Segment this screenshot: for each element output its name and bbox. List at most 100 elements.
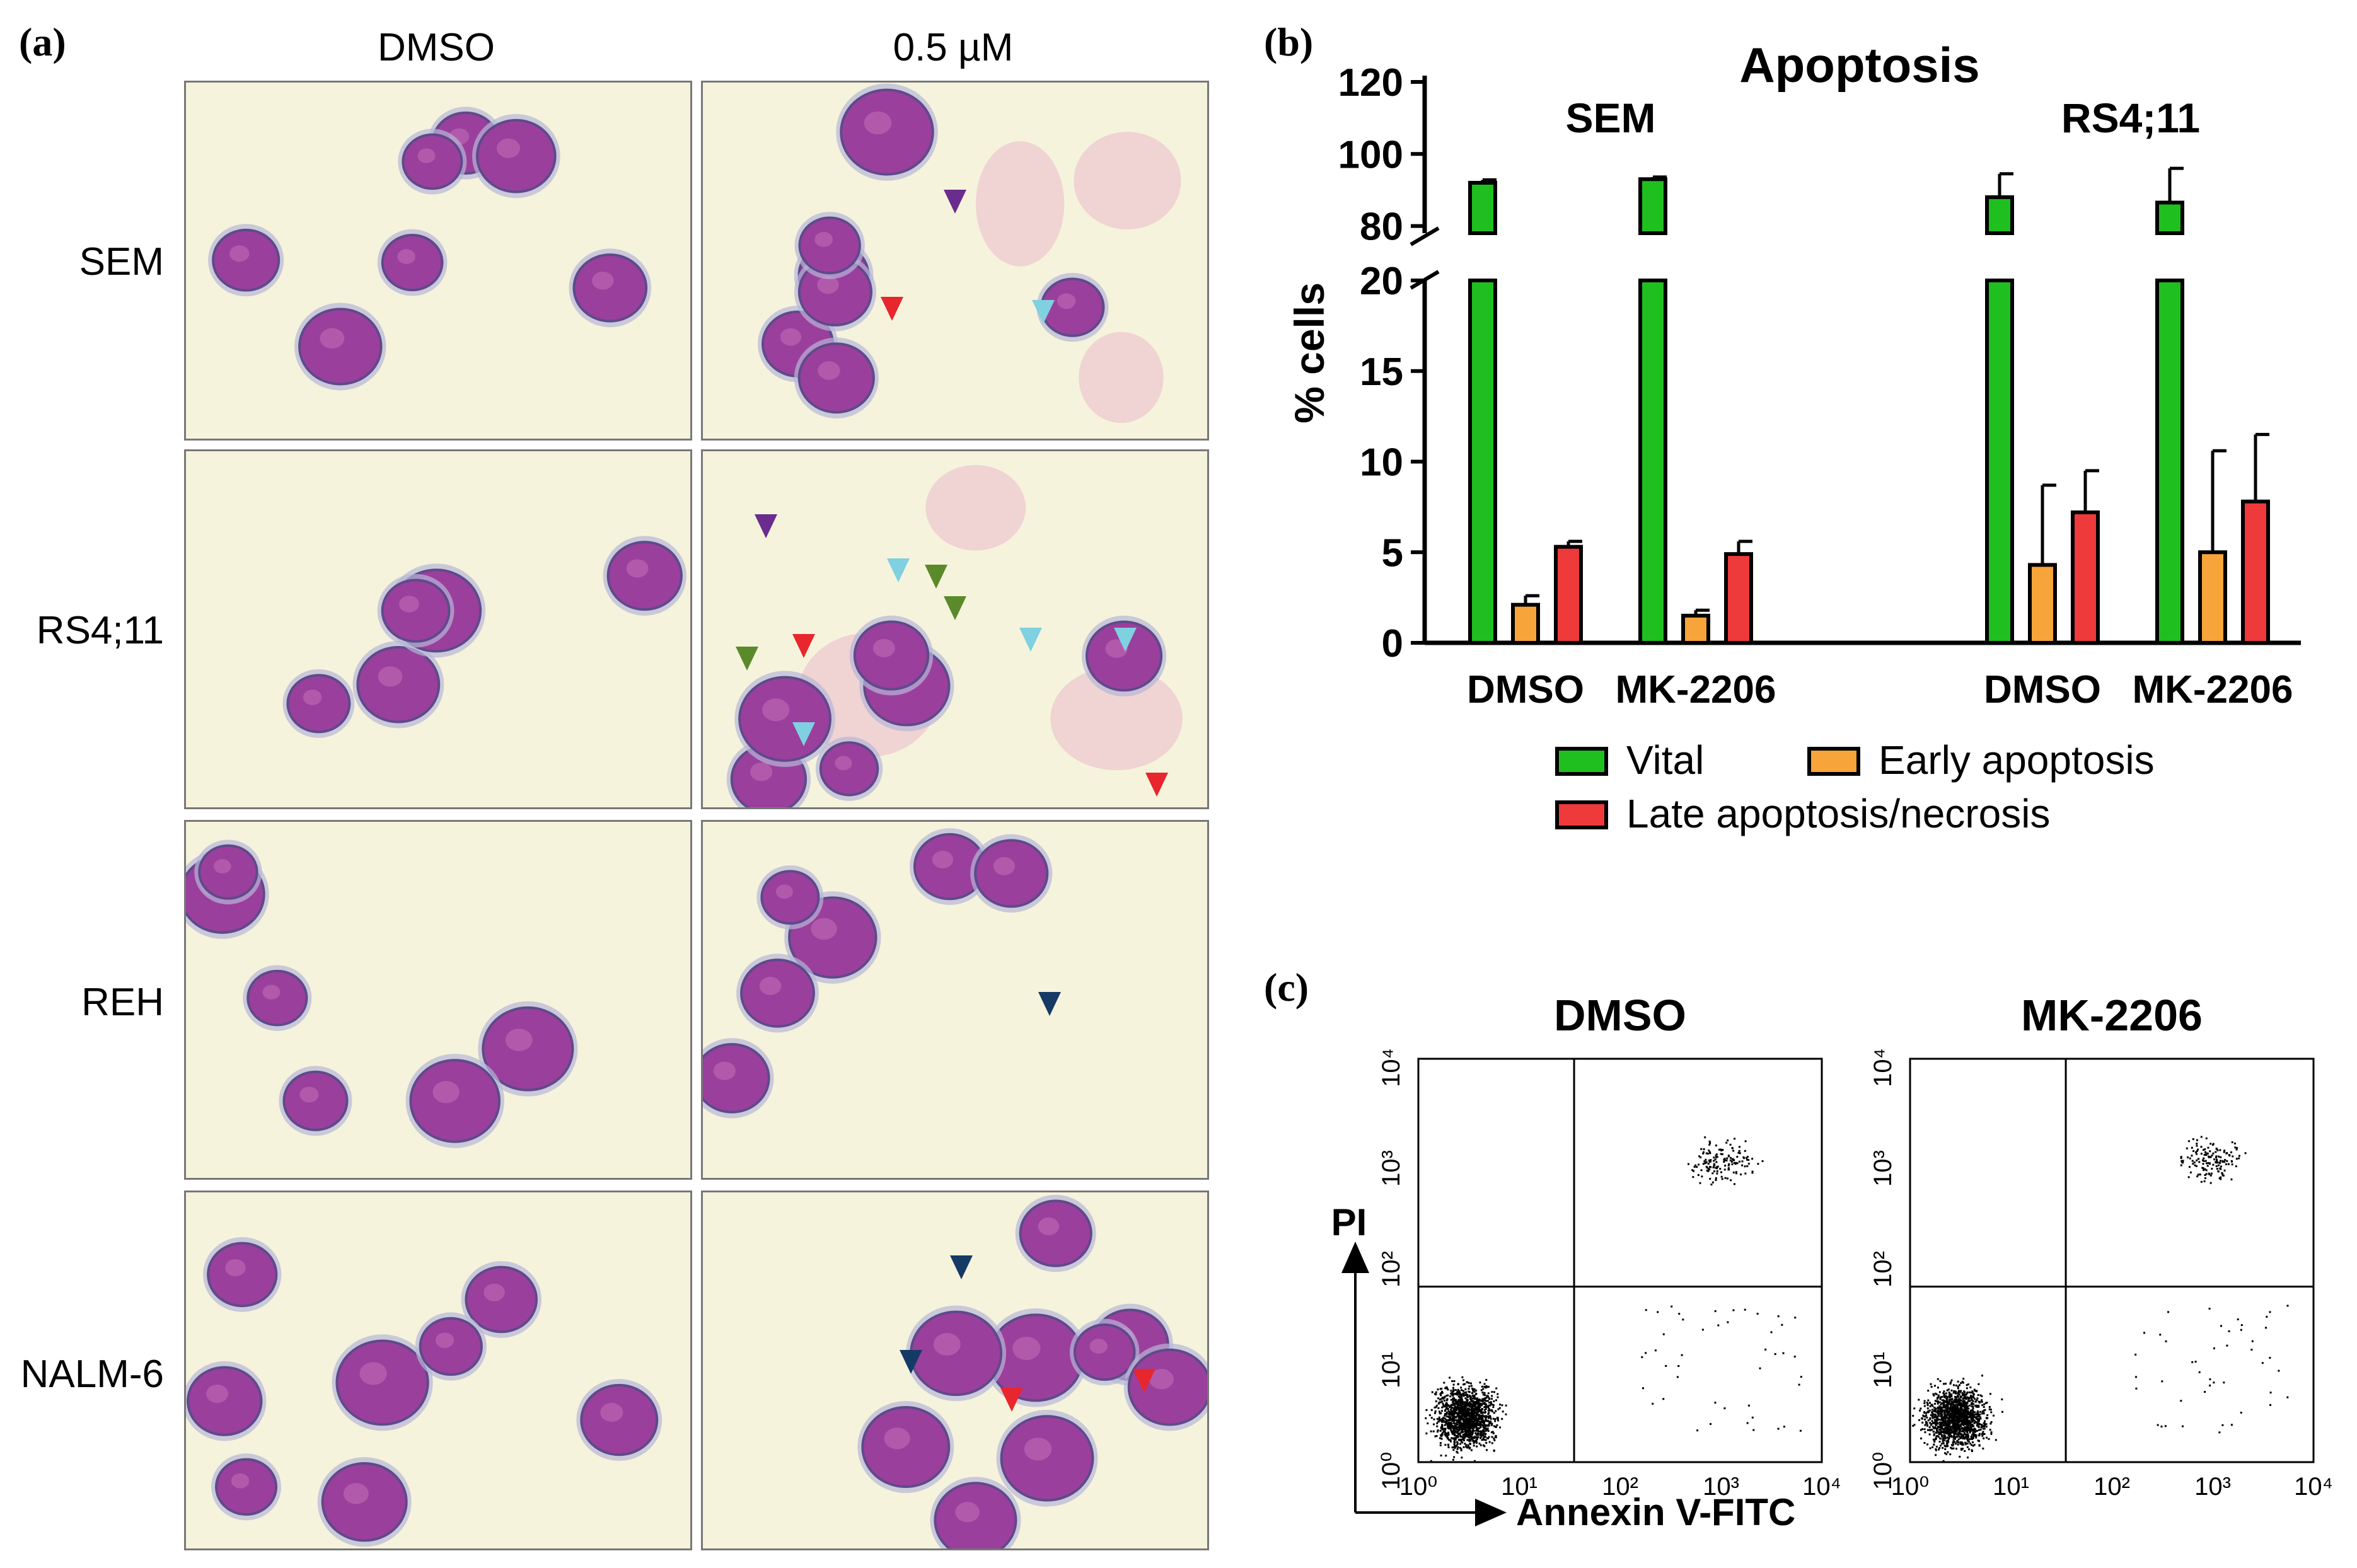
event-dot [1974,1428,1977,1431]
event-dot [1715,1179,1717,1181]
event-dot [1959,1427,1961,1430]
event-dot [1966,1406,1969,1409]
event-dot [1441,1426,1444,1429]
bar-1-1 [1681,613,1710,645]
event-dot [1693,1170,1695,1172]
event-dot [1938,1407,1940,1410]
event-dot [1957,1443,1959,1446]
event-dot [1487,1437,1490,1439]
event-dot [1480,1432,1482,1434]
event-dot [1462,1422,1464,1424]
legend-swatch [1555,747,1608,776]
bar-0-1-upper [1638,177,1667,236]
event-dot [1969,1392,1972,1394]
event-dot [2269,1392,2272,1394]
event-dot [1742,1156,1745,1158]
event-dot [1962,1404,1964,1406]
event-dot [1457,1430,1459,1433]
event-dot [1978,1405,1980,1408]
event-dot [1943,1395,1946,1398]
event-dot [1800,1376,1802,1378]
event-dot [1705,1165,1708,1168]
event-dot [1949,1402,1951,1405]
event-dot [1957,1380,1959,1383]
event-dot [1475,1422,1478,1424]
event-dot [1483,1430,1485,1433]
event-dot [1950,1409,1952,1411]
event-dot [1464,1425,1467,1427]
event-dot [1476,1434,1478,1436]
event-dot [1447,1427,1449,1429]
event-dot [1781,1323,1783,1326]
event-dot [2216,1160,2218,1163]
cell-nucleus [606,541,683,611]
event-dot [1981,1433,1984,1436]
event-dot [1995,1439,1997,1441]
cell-nucleus [402,133,463,190]
event-dot [2204,1153,2207,1156]
event-dot [1480,1408,1483,1410]
event-dot [2230,1178,2233,1180]
event-dot [1449,1422,1451,1424]
event-dot [1946,1422,1949,1425]
event-dot [1946,1398,1949,1401]
event-dot [2196,1175,2199,1178]
event-dot [1452,1426,1454,1429]
event-dot [1979,1400,1981,1403]
event-dot [1691,1169,1694,1172]
event-dot [2223,1151,2225,1153]
event-dot [1479,1381,1481,1384]
event-dot [1966,1413,1969,1415]
event-dot [1728,1168,1730,1171]
event-dot [1442,1402,1444,1405]
event-dot [1960,1390,1962,1392]
event-dot [1468,1391,1471,1393]
event-dot [1452,1458,1454,1461]
event-dot [1494,1418,1497,1421]
event-dot [1456,1406,1459,1409]
cell [794,337,879,418]
event-dot [2180,1164,2182,1167]
event-dot [1471,1392,1473,1395]
row-label-rs411: RS4;11 [36,609,164,652]
event-dot [1498,1404,1501,1406]
event-dot [1449,1405,1451,1408]
event-dot [1444,1421,1446,1424]
event-dot [1945,1397,1948,1400]
event-dot [1941,1443,1943,1445]
event-dot [1464,1403,1467,1405]
event-dot [1427,1422,1429,1425]
event-dot [1966,1418,1969,1421]
event-dot [1458,1390,1461,1393]
event-dot [2215,1156,2217,1158]
event-dot [1477,1419,1480,1422]
event-dot [1989,1409,1992,1411]
event-dot [1954,1438,1957,1440]
event-dot [1986,1402,1988,1404]
event-dot [1483,1397,1486,1400]
event-dot [1972,1419,1974,1421]
event-dot [1947,1439,1950,1442]
event-dot [1465,1405,1468,1407]
event-dot [1966,1387,1968,1390]
event-dot [1441,1406,1444,1409]
y-tick-label: 10¹ [1869,1352,1897,1388]
event-dot [1951,1426,1954,1428]
event-dot [2251,1340,2254,1342]
event-dot [1943,1452,1946,1455]
cell-nucleolus [262,984,281,1000]
event-dot [1490,1424,1493,1426]
event-dot [1483,1403,1486,1405]
event-dot [1746,1165,1749,1167]
event-dot [2215,1151,2217,1153]
event-dot [1662,1333,1665,1335]
event-dot [1469,1402,1471,1404]
event-dot [1490,1421,1492,1423]
event-dot [1952,1409,1954,1412]
event-dot [1939,1380,1942,1382]
event-dot [1964,1432,1966,1434]
event-dot [1485,1386,1487,1389]
event-dot [1952,1411,1955,1414]
event-dot [1682,1318,1684,1321]
event-dot [2191,1361,2194,1363]
